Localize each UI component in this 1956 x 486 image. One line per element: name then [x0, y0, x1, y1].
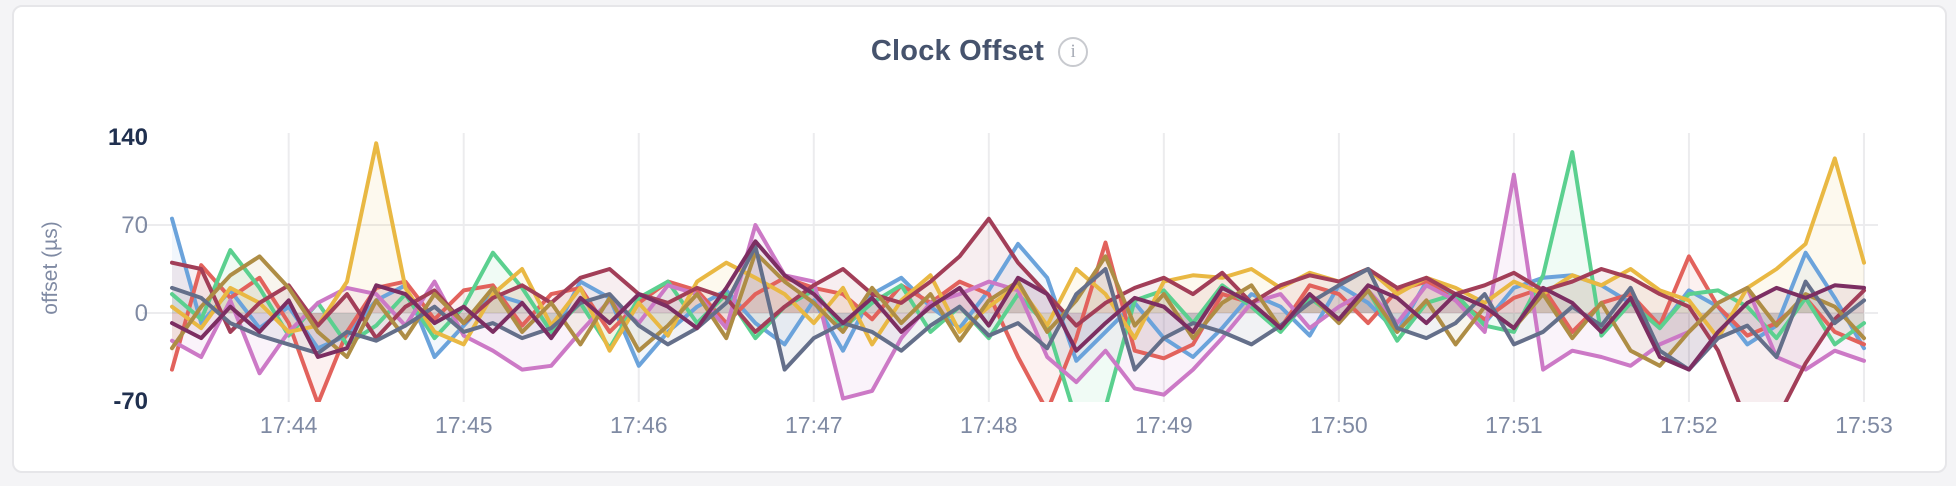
- info-icon-glyph: i: [1070, 40, 1076, 62]
- x-tick-label: 17:46: [610, 412, 668, 438]
- x-tick-label: 17:50: [1310, 412, 1368, 438]
- x-tick-label: 17:49: [1135, 412, 1193, 438]
- y-tick-label: 140: [108, 124, 148, 151]
- series-line-series-2: [170, 240, 1866, 402]
- chart-card: Clock Offset i offset (µs): [12, 5, 1947, 473]
- series-area-series-6: [172, 218, 1864, 402]
- series-line-series-9: [170, 239, 1866, 372]
- x-tick-label: 17:48: [960, 412, 1018, 438]
- y-tick-label: -70: [113, 388, 148, 415]
- series-line-series-4: [170, 172, 1866, 401]
- series-area-series-7: [172, 252, 1864, 366]
- x-tick-label: 17:52: [1660, 412, 1718, 438]
- y-tick-label: 70: [121, 212, 148, 239]
- x-tick-label: 17:45: [435, 412, 493, 438]
- series-lines: [170, 141, 1866, 402]
- chart-title: Clock Offset: [870, 35, 1045, 67]
- x-tick-label: 17:53: [1835, 412, 1893, 438]
- info-icon[interactable]: i: [1058, 36, 1089, 67]
- series-area-series-9: [172, 241, 1864, 370]
- x-tick-label: 17:44: [260, 412, 318, 438]
- x-tick-label: 17:47: [785, 412, 843, 438]
- y-tick-label: 0: [135, 300, 148, 327]
- series-area-series-8: [172, 246, 1864, 370]
- chart-header: Clock Offset i: [14, 35, 1945, 68]
- x-tick-label: 17:51: [1485, 412, 1543, 438]
